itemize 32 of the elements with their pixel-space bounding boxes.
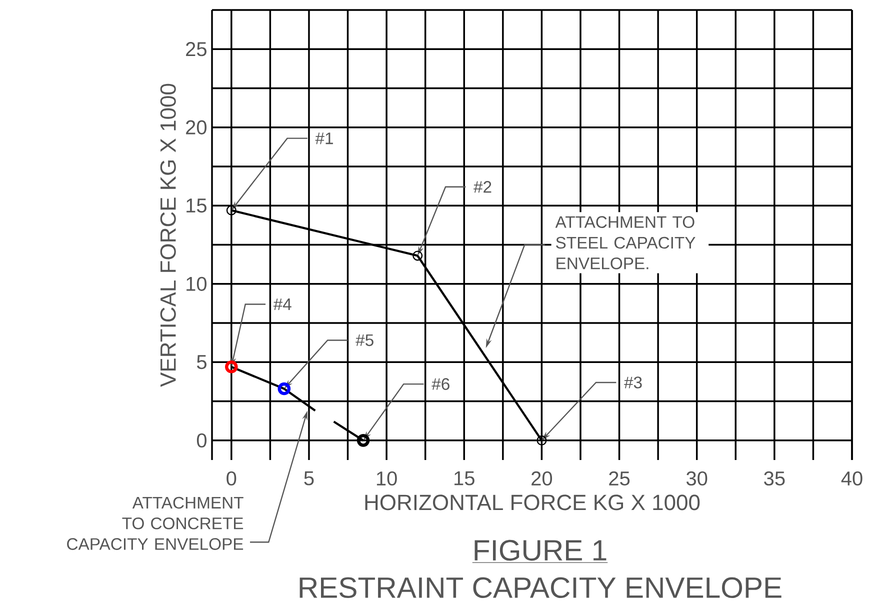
y-tick-label: 0 bbox=[196, 433, 206, 448]
x-tick-label: 40 bbox=[841, 471, 862, 486]
x-tick-label: 10 bbox=[376, 471, 397, 486]
y-axis-title: VERTICAL FORCE KG X 1000 bbox=[160, 84, 176, 387]
y-tick-label: 20 bbox=[186, 120, 206, 134]
annotation: #1 bbox=[315, 132, 333, 144]
x-tick-label: 0 bbox=[226, 471, 236, 486]
x-axis-title: HORIZONTAL FORCE KG X 1000 bbox=[365, 494, 700, 510]
x-tick-label: 5 bbox=[304, 471, 314, 486]
x-tick-label: 20 bbox=[532, 471, 552, 486]
x-tick-label: 35 bbox=[764, 471, 785, 486]
annotation: #3 bbox=[624, 376, 642, 388]
x-tick-label: 30 bbox=[686, 471, 708, 486]
point bbox=[225, 360, 238, 374]
annotation: ATTACHMENT TO CONCRETE CAPACITY ENVELOPE bbox=[67, 496, 244, 550]
y-tick-label: 25 bbox=[186, 42, 206, 56]
annotation: ATTACHMENT TO STEEL CAPACITY ENVELOPE. bbox=[555, 216, 696, 270]
y-tick-label: 10 bbox=[186, 276, 206, 291]
annotation: #2 bbox=[474, 181, 492, 193]
annotation: #6 bbox=[432, 378, 450, 390]
x-tick-label: 25 bbox=[609, 471, 630, 486]
y-tick-label: 5 bbox=[196, 355, 206, 370]
point bbox=[226, 205, 236, 216]
point bbox=[278, 382, 291, 396]
point bbox=[412, 250, 423, 261]
annotation: #5 bbox=[356, 334, 374, 346]
annotation: #4 bbox=[273, 298, 292, 310]
text: FIGURE 1 bbox=[474, 540, 606, 561]
text: RESTRAINT CAPACITY ENVELOPE bbox=[300, 577, 782, 598]
point bbox=[536, 435, 547, 446]
y-tick-label: 15 bbox=[186, 198, 206, 213]
x-tick-label: 15 bbox=[454, 471, 474, 486]
